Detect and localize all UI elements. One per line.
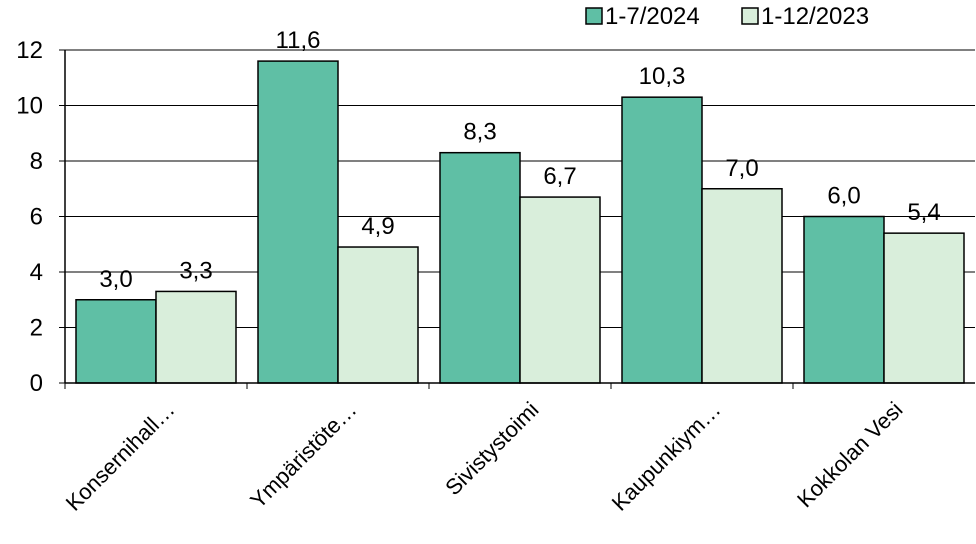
y-axis-ticks: 0 2 4 6 8 10 12: [16, 37, 65, 397]
bar: [701, 188, 783, 384]
legend: 1-7/2024 1-12/2023: [585, 3, 869, 30]
bar: [519, 196, 601, 384]
category-label: Kaupunkiym…: [607, 397, 726, 516]
category-label: Sivistystoimi: [440, 397, 543, 500]
bar: [803, 215, 885, 384]
category-labels: Konsernihall… Ympäristöte… Sivistystoimi Ka…: [61, 383, 908, 516]
bars: [75, 60, 965, 384]
y-tick-label: 2: [30, 315, 43, 342]
bar: [439, 151, 521, 384]
bar: [75, 299, 157, 384]
category-label: Ympäristöte…: [245, 397, 361, 513]
data-label: 5,4: [907, 199, 940, 226]
bar: [155, 290, 237, 384]
y-tick-label: 12: [16, 37, 43, 64]
data-label: 6,7: [543, 163, 576, 190]
bar: [621, 96, 703, 384]
bar: [883, 232, 965, 384]
y-tick-label: 0: [30, 370, 43, 397]
y-tick-label: 8: [30, 148, 43, 175]
bar: [337, 246, 419, 384]
data-label: 6,0: [827, 183, 860, 210]
y-tick-label: 6: [30, 204, 43, 231]
legend-swatch: [585, 7, 603, 25]
data-labels: 3,0 3,3 11,6 4,9 8,3 6,7 10,3 7,0 6,0 5,4: [99, 27, 940, 293]
data-label: 8,3: [463, 119, 496, 146]
data-label: 4,9: [361, 213, 394, 240]
data-label: 7,0: [725, 155, 758, 182]
y-tick-label: 4: [30, 259, 43, 286]
legend-swatch: [741, 7, 759, 25]
data-label: 3,0: [99, 266, 132, 293]
legend-label: 1-7/2024: [605, 3, 700, 30]
category-label: Kokkolan Vesi: [792, 397, 907, 512]
data-label: 10,3: [639, 63, 686, 90]
category-label: Konsernihall…: [61, 397, 180, 516]
bar: [257, 60, 339, 384]
y-tick-label: 10: [16, 93, 43, 120]
data-label: 11,6: [276, 27, 321, 54]
legend-label: 1-12/2023: [761, 3, 869, 30]
axes: [64, 50, 975, 384]
data-label: 3,3: [179, 257, 212, 284]
